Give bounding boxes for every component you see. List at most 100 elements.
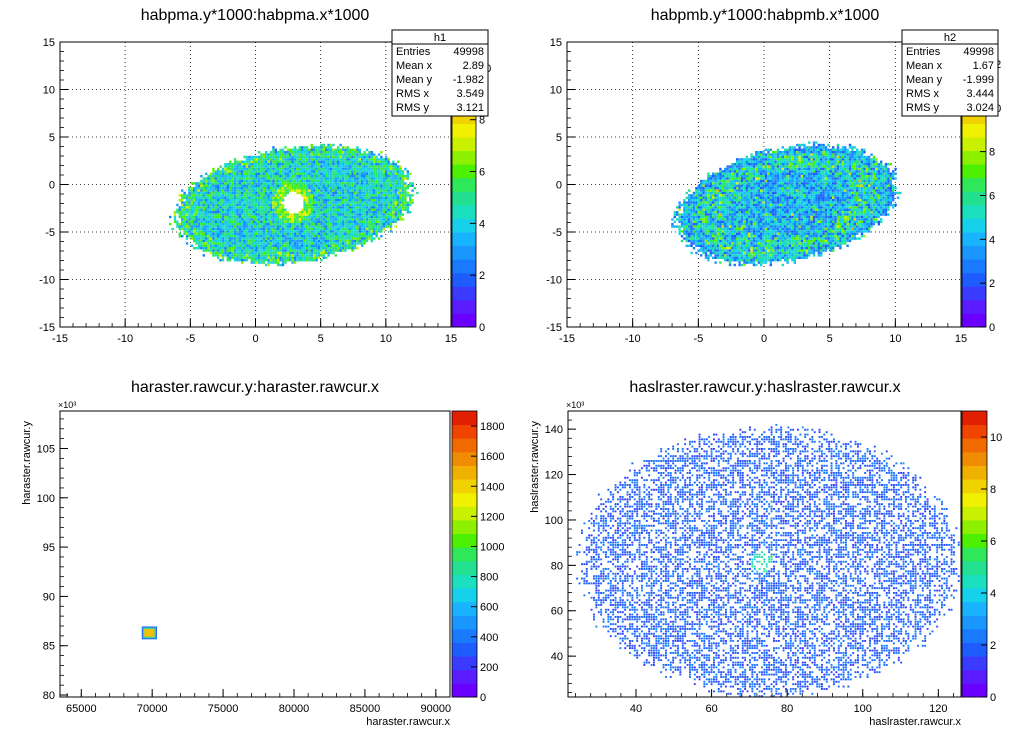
heatmap-bin: [745, 242, 748, 245]
heatmap-bin: [329, 251, 333, 255]
heatmap-bin: [332, 167, 335, 171]
heatmap-bin: [339, 206, 342, 209]
heatmap-bin: [370, 203, 373, 207]
heatmap-bin: [341, 177, 345, 180]
heatmap-bin: [690, 196, 693, 199]
heatmap-bin: [195, 239, 198, 243]
heatmap-bin: [332, 189, 335, 192]
heatmap-bin: [310, 163, 313, 166]
heatmap-bin: [243, 184, 246, 187]
heatmap-bin: [702, 235, 705, 238]
heatmap-bin: [351, 242, 354, 245]
heatmap-bin: [697, 215, 700, 219]
heatmap-bin: [267, 196, 270, 199]
heatmap-bin: [337, 211, 340, 214]
heatmap-bin: [740, 182, 744, 185]
heatmap-bin: [721, 203, 724, 207]
heatmap-bin: [361, 189, 364, 192]
heatmap-bin: [255, 261, 258, 264]
heatmap-bin: [238, 225, 241, 228]
heatmap-bin: [317, 201, 321, 204]
heatmap-bin: [394, 165, 397, 168]
heatmap-bin: [284, 165, 287, 168]
heatmap-bin: [303, 148, 306, 151]
heatmap-bin: [250, 220, 253, 223]
heatmap-bin: [736, 206, 739, 209]
heatmap-bin: [190, 244, 193, 247]
heatmap-bin: [308, 158, 311, 161]
heatmap-bin: [688, 203, 691, 207]
heatmap-bin: [387, 194, 390, 197]
heatmap-bin: [406, 201, 409, 204]
heatmap-bin: [380, 187, 383, 190]
heatmap-bin: [257, 194, 261, 197]
heatmap-bin: [351, 201, 354, 204]
heatmap-bin: [229, 163, 232, 166]
heatmap-bin: [712, 251, 715, 255]
heatmap-bin: [243, 189, 246, 192]
heatmap-bin: [329, 201, 333, 204]
heatmap-bin: [233, 239, 237, 243]
heatmap-bin: [298, 177, 301, 180]
heatmap-bin: [736, 163, 739, 166]
heatmap-bin: [243, 196, 246, 199]
heatmap-bin: [332, 218, 335, 221]
heatmap-bin: [728, 223, 732, 226]
heatmap-bin: [181, 194, 184, 197]
x-tick-label: -5: [185, 333, 195, 345]
heatmap-bin: [346, 235, 349, 238]
heatmap-bin: [702, 239, 705, 243]
heatmap-bin: [736, 232, 739, 235]
heatmap-bin: [320, 230, 323, 233]
heatmap-bin: [373, 163, 376, 166]
heatmap-bin: [293, 187, 297, 190]
heatmap-bin: [248, 184, 251, 187]
heatmap-bin: [726, 194, 729, 197]
heatmap-bin: [284, 208, 287, 211]
heatmap-bin: [267, 179, 270, 183]
heatmap-bin: [692, 191, 696, 195]
heatmap-bin: [337, 177, 340, 180]
heatmap-bin: [707, 206, 710, 209]
heatmap-bin: [409, 194, 412, 197]
heatmap-bin: [752, 177, 756, 180]
heatmap-bin: [310, 213, 313, 216]
heatmap-bin: [320, 143, 323, 147]
heatmap-bin: [205, 244, 208, 247]
heatmap-bin: [748, 196, 751, 199]
heatmap-bin: [260, 187, 263, 190]
heatmap-bin: [337, 153, 340, 156]
heatmap-bin: [690, 201, 693, 204]
heatmap-bin: [317, 225, 321, 228]
heatmap-bin: [291, 235, 294, 238]
heatmap-bin: [353, 184, 357, 187]
heatmap-bin: [377, 220, 381, 223]
heatmap-bin: [349, 237, 352, 240]
heatmap-bin: [750, 237, 753, 240]
heatmap-bin: [197, 182, 201, 185]
heatmap-bin: [224, 227, 227, 231]
heatmap-bin: [248, 165, 251, 168]
heatmap-bin: [317, 247, 321, 250]
heatmap-bin: [241, 247, 244, 250]
heatmap-bin: [181, 225, 184, 228]
heatmap-bin: [296, 167, 299, 171]
heatmap-bin: [752, 165, 756, 168]
heatmap-bin: [721, 225, 724, 228]
heatmap-bin: [224, 218, 227, 221]
heatmap-bin: [243, 254, 246, 257]
heatmap-bin: [375, 215, 378, 219]
heatmap-bin: [262, 160, 265, 163]
heatmap-bin: [755, 177, 758, 180]
heatmap-bin: [303, 177, 306, 180]
heatmap-bin: [284, 251, 287, 255]
heatmap-bin: [394, 199, 397, 202]
heatmap-bin: [748, 191, 751, 195]
heatmap-bin: [267, 172, 270, 175]
heatmap-bin: [284, 218, 287, 221]
heatmap-bin: [724, 218, 727, 221]
heatmap-bin: [745, 175, 748, 178]
heatmap-bin: [365, 235, 369, 238]
heatmap-bin: [315, 151, 318, 154]
heatmap-bin: [700, 247, 703, 250]
